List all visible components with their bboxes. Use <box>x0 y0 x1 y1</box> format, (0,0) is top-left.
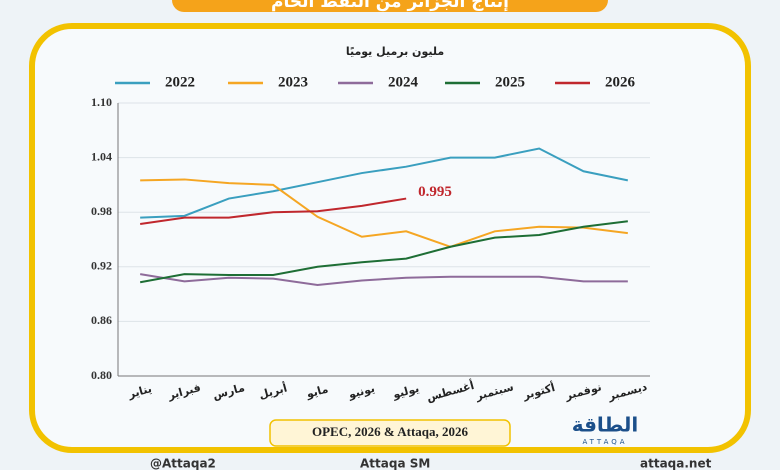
series-line <box>140 178 628 248</box>
y-tick-label: 0.86 <box>91 313 112 327</box>
legend-label: 2023 <box>278 74 308 90</box>
y-tick-label: 1.10 <box>91 95 112 109</box>
series-line <box>139 220 628 284</box>
logo-sub: ATTAQA <box>582 438 627 446</box>
series-line <box>140 273 628 287</box>
legend-label: 2026 <box>605 74 636 90</box>
y-tick-label: 0.98 <box>91 204 112 218</box>
footer-handle: Attaqa SM <box>360 457 430 470</box>
y-tick-label: 0.92 <box>91 259 112 273</box>
source: OPEC, 2026 & Attaqa, 2026 <box>312 424 469 439</box>
x-tick-label: مايو <box>304 382 330 401</box>
legend-label: 2025 <box>495 74 525 90</box>
series-line <box>140 197 407 226</box>
footer-handle: attaqa.net <box>640 457 712 470</box>
legend-label: 2022 <box>165 74 195 90</box>
frame <box>29 23 751 453</box>
x-tick-label: يناير <box>126 382 153 401</box>
y-axis-label: مليون برميل يوميًا <box>346 45 444 58</box>
logo: الطاقة <box>572 413 639 437</box>
title-banner <box>172 0 608 12</box>
footer-handle: @Attaqa2 <box>150 457 216 470</box>
chart-title: إنتاج الجزائر من النفط الخام <box>271 0 509 12</box>
source-box <box>269 419 511 447</box>
footer-bar <box>0 454 780 470</box>
y-tick-label: 0.80 <box>91 368 112 382</box>
data-label: 0.995 <box>418 184 452 200</box>
y-tick-label: 1.04 <box>91 149 112 163</box>
legend-label: 2024 <box>388 74 419 90</box>
series-line <box>140 147 629 219</box>
